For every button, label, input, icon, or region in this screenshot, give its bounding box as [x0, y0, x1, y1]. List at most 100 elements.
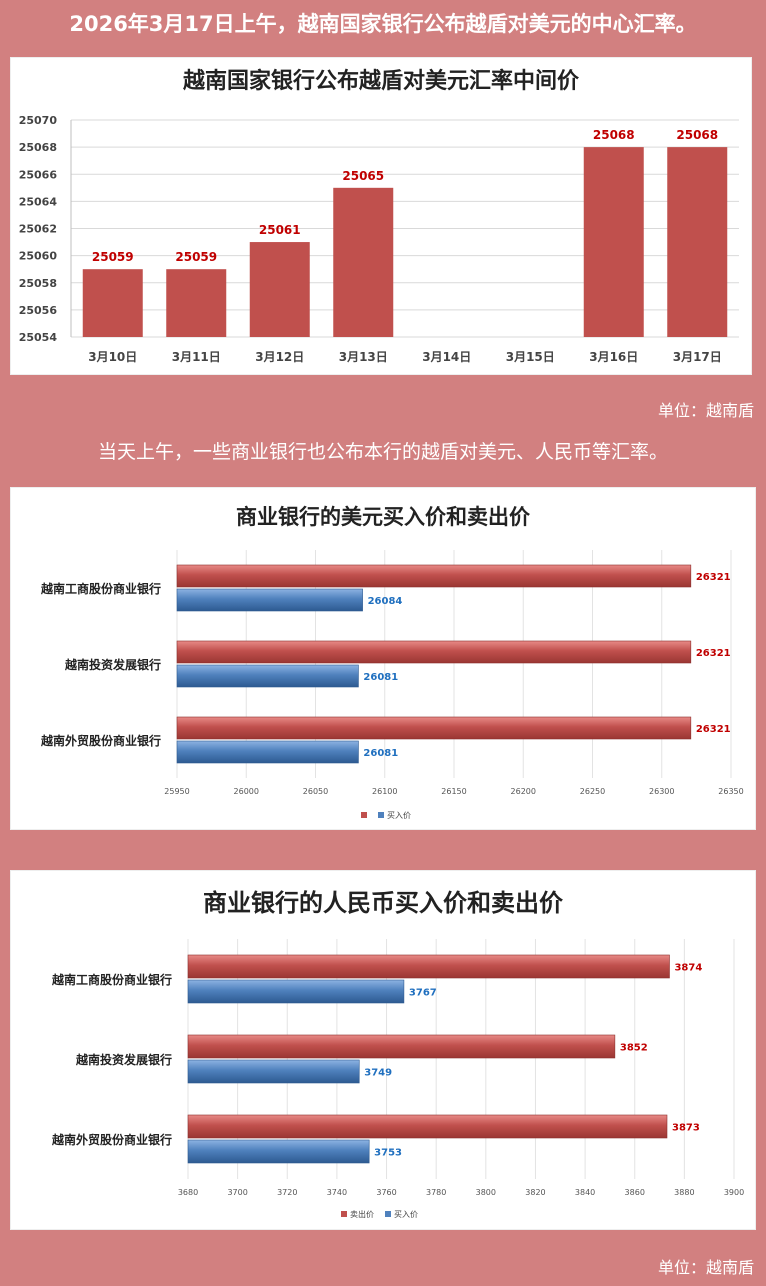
x-tick-label: 3720: [277, 1188, 297, 1197]
bar: [249, 242, 310, 337]
x-tick-label: 26200: [511, 787, 536, 796]
x-tick-label: 26300: [649, 787, 674, 796]
data-label: 25065: [342, 169, 384, 183]
x-tick-label: 3820: [525, 1188, 545, 1197]
bar: [82, 269, 143, 337]
x-tick-label: 3月13日: [339, 350, 388, 364]
bar: [166, 269, 227, 337]
category-label: 越南外贸股份商业银行: [51, 1132, 172, 1147]
y-tick-label: 25068: [19, 141, 57, 154]
buy-bar: [187, 979, 405, 1004]
bar: [333, 187, 394, 337]
x-tick-label: 3700: [227, 1188, 247, 1197]
data-label: 3767: [409, 988, 437, 999]
x-tick-label: 3680: [178, 1188, 198, 1197]
chart-panel-central-rate: 越南国家银行公布越盾对美元汇率中间价 25054 25056 25058 25060 25…: [10, 57, 752, 375]
y-tick-label: 25060: [19, 250, 58, 263]
legend-swatch: [378, 812, 384, 818]
x-tick-label: 3780: [426, 1188, 446, 1197]
x-tick-label: 3840: [575, 1188, 595, 1197]
x-tick-label: 26100: [372, 787, 397, 796]
buy-bar: [187, 1139, 370, 1164]
buy-bar: [176, 588, 363, 612]
x-tick-label: 3月15日: [506, 350, 555, 364]
y-tick-label: 25064: [19, 195, 58, 208]
page-subheadline: 当天上午，一些商业银行也公布本行的越盾对美元、人民币等汇率。: [97, 441, 668, 463]
data-label: 3749: [364, 1068, 392, 1079]
y-tick-label: 25070: [19, 114, 58, 127]
x-tick-label: 26000: [234, 787, 259, 796]
bar: [667, 147, 728, 337]
x-tick-label: 3月16日: [589, 350, 638, 364]
page-headline: 2026年3月17日上午，越南国家银行公布越盾对美元的中心汇率。: [69, 12, 697, 36]
y-tick-label: 25058: [19, 277, 57, 290]
category-label: 越南投资发展银行: [64, 657, 161, 672]
x-tick-label: 3740: [327, 1188, 347, 1197]
data-label: 26321: [696, 572, 731, 583]
sell-bar: [187, 1114, 668, 1139]
category-label: 越南外贸股份商业银行: [40, 733, 161, 748]
data-label: 3873: [672, 1123, 700, 1134]
unit-label-2: 单位：越南盾: [657, 1258, 754, 1277]
x-tick-label: 3880: [674, 1188, 694, 1197]
data-label: 25059: [92, 250, 134, 264]
chart-title: 越南国家银行公布越盾对美元汇率中间价: [182, 68, 580, 94]
usd-rate-chart: 商业银行的美元买入价和卖出价 25950 26000 26050 26100 26150 2…: [40, 505, 744, 820]
data-label: 3852: [620, 1043, 648, 1054]
data-label: 26084: [368, 596, 403, 607]
data-label: 3874: [674, 963, 702, 974]
data-label: 25068: [593, 128, 635, 142]
x-tick-label: 3月11日: [172, 350, 221, 364]
category-label: 越南投资发展银行: [75, 1052, 172, 1067]
legend-swatch: [341, 1211, 347, 1217]
category-label: 越南工商股份商业银行: [40, 581, 161, 596]
y-tick-label: 25054: [19, 331, 58, 344]
sell-bar: [176, 564, 692, 588]
data-label: 25068: [676, 128, 718, 142]
x-tick-label: 26350: [718, 787, 743, 796]
legend-label: 卖出价: [350, 1209, 374, 1219]
sell-bar: [187, 1034, 616, 1059]
data-label: 25059: [175, 250, 217, 264]
y-tick-label: 25056: [19, 304, 58, 317]
category-label: 越南工商股份商业银行: [51, 972, 172, 987]
x-tick-label: 3800: [476, 1188, 496, 1197]
data-label: 25061: [259, 223, 301, 237]
x-tick-label: 25950: [164, 787, 189, 796]
chart-title: 商业银行的人民币买入价和卖出价: [203, 889, 564, 917]
legend-swatch: [361, 812, 367, 818]
x-tick-label: 3900: [724, 1188, 744, 1197]
buy-bar: [176, 664, 359, 688]
central-rate-chart: 越南国家银行公布越盾对美元汇率中间价 25054 25056 25058 25060 25…: [19, 68, 739, 364]
data-label: 26081: [363, 748, 398, 759]
buy-bar: [187, 1059, 360, 1084]
legend-swatch: [385, 1211, 391, 1217]
x-tick-label: 26250: [580, 787, 605, 796]
x-tick-label: 26150: [441, 787, 466, 796]
chart-title: 商业银行的美元买入价和卖出价: [236, 505, 531, 529]
buy-bar: [176, 740, 359, 764]
cny-rate-chart: 商业银行的人民币买入价和卖出价 3680 3700 3720 3740 3760 3780 3…: [51, 889, 744, 1219]
unit-label-1: 单位：越南盾: [657, 401, 754, 420]
data-label: 26321: [696, 724, 731, 735]
x-tick-label: 3月10日: [88, 350, 137, 364]
data-label: 26321: [696, 648, 731, 659]
sell-bar: [176, 716, 692, 740]
data-label: 3753: [374, 1148, 402, 1159]
y-tick-label: 25066: [19, 168, 58, 181]
x-tick-label: 26050: [303, 787, 328, 796]
x-tick-label: 3月17日: [673, 350, 722, 364]
sell-bar: [176, 640, 692, 664]
x-tick-label: 3860: [625, 1188, 645, 1197]
legend-label: 买入价: [387, 811, 411, 820]
x-tick-label: 3月12日: [255, 350, 304, 364]
y-tick-label: 25062: [19, 223, 57, 236]
data-label: 26081: [363, 672, 398, 683]
legend-label: 买入价: [394, 1210, 418, 1219]
x-tick-label: 3760: [376, 1188, 396, 1197]
x-tick-label: 3月14日: [422, 350, 471, 364]
bar: [583, 147, 644, 337]
sell-bar: [187, 954, 670, 979]
chart-panel-cny: 商业银行的人民币买入价和卖出价 3680 3700 3720 3740 3760 3780 3…: [10, 870, 756, 1230]
chart-panel-usd: 商业银行的美元买入价和卖出价 25950 26000 26050 26100 26150 2…: [10, 487, 756, 830]
